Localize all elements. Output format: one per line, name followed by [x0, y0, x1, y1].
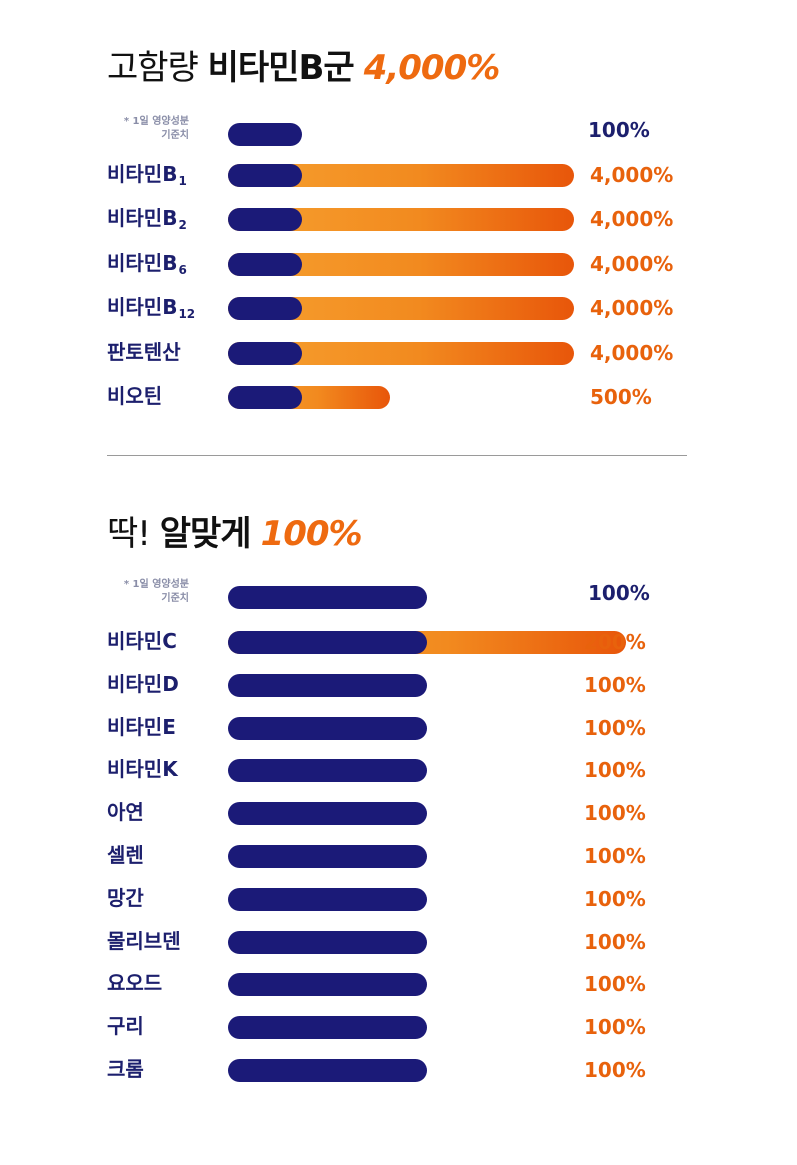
- title-b-main: 비타민B군: [207, 48, 355, 88]
- nutrient-name: 비타민B: [107, 250, 178, 275]
- nutrient-value: 4,000%: [590, 163, 674, 187]
- reference-note-line: * 1일 영양성분: [123, 116, 189, 127]
- excess-bar: [228, 297, 574, 321]
- nutrient-label: 망간: [107, 886, 144, 910]
- nutrient-value: 100%: [584, 672, 646, 697]
- nutrient-value: 500%: [590, 385, 652, 409]
- nutrient-name: 비타민B: [107, 206, 178, 231]
- base-bar: [228, 341, 302, 365]
- section-divider: [107, 455, 687, 456]
- nutrient-label: 비타민K: [107, 757, 178, 781]
- nutrient-value: 4,000%: [590, 207, 674, 232]
- nutrient-label: 판토텐산: [107, 340, 181, 364]
- base-bar: [228, 973, 427, 997]
- reference-value: 100%: [588, 118, 650, 142]
- nutrient-subscript: 6: [178, 262, 187, 277]
- nutrient-label: 아연: [107, 800, 144, 824]
- nutrient-name: 비타민K: [107, 757, 178, 782]
- nutrient-name: 판토텐산: [107, 339, 181, 364]
- title-balanced: 딱! 알맞게 100%: [107, 506, 363, 555]
- nutrient-label: 비타민E: [107, 715, 176, 739]
- nutrient-subscript: 2: [178, 218, 187, 233]
- base-bar: [228, 887, 427, 911]
- nutrient-subscript: 12: [178, 307, 196, 322]
- nutrient-value: 100%: [584, 715, 646, 740]
- nutrient-label: 요오드: [107, 971, 162, 995]
- reference-note-line: 기준치: [161, 130, 189, 141]
- nutrient-label: 셀렌: [107, 843, 144, 867]
- title-b-accent: 4,000%: [363, 48, 501, 88]
- nutrient-name: 비타민E: [107, 714, 176, 739]
- base-bar: [228, 252, 302, 276]
- nutrient-value: 200%: [584, 630, 646, 654]
- excess-bar: [228, 208, 574, 232]
- nutrient-label: 비타민B6: [107, 251, 187, 282]
- nutrient-value: 100%: [584, 929, 646, 954]
- reference-note-line: 기준치: [161, 593, 189, 604]
- nutrient-name: 망간: [107, 885, 144, 910]
- nutrient-name: 비오틴: [107, 384, 163, 408]
- nutrient-label: 비타민B2: [107, 206, 187, 237]
- nutrient-subscript: 1: [178, 174, 187, 188]
- nutrient-name: 비타민B: [107, 162, 178, 186]
- base-bar: [228, 1059, 427, 1082]
- title-m-accent: 100%: [260, 514, 363, 554]
- title-b-prefix: 고함량: [107, 48, 199, 88]
- nutrient-name: 셀렌: [107, 843, 144, 867]
- nutrient-value: 100%: [584, 1015, 646, 1040]
- base-bar: [228, 297, 302, 321]
- nutrient-label: 비타민B12: [107, 295, 195, 326]
- nutrient-label: 비타민D: [107, 672, 179, 696]
- nutrient-label: 비타민B1: [107, 162, 187, 193]
- base-bar: [228, 845, 427, 868]
- nutrient-value: 4,000%: [590, 251, 674, 276]
- base-bar: [228, 208, 302, 232]
- base-bar: [228, 759, 427, 783]
- base-bar: [228, 930, 427, 954]
- title-m-main: 알맞게: [159, 514, 252, 554]
- nutrient-value: 100%: [584, 801, 646, 826]
- nutrient-name: 비타민B: [107, 295, 178, 320]
- base-bar: [228, 673, 427, 697]
- nutrient-name: 크롬: [107, 1057, 144, 1081]
- nutrient-label: 구리: [107, 1014, 144, 1038]
- title-m-prefix: 딱!: [107, 514, 151, 554]
- excess-bar: [228, 341, 574, 365]
- nutrient-label: 몰리브덴: [107, 929, 181, 953]
- nutrient-name: 아연: [107, 800, 144, 825]
- nutrient-value: 100%: [584, 758, 646, 783]
- base-bar: [228, 164, 302, 187]
- nutrient-label: 크롬: [107, 1057, 144, 1081]
- title-vitamin-b: 고함량 비타민B군 4,000%: [107, 40, 501, 89]
- nutrient-name: 비타민C: [107, 629, 177, 653]
- nutrient-name: 몰리브덴: [107, 928, 181, 953]
- nutrient-value: 4,000%: [590, 340, 674, 365]
- excess-bar: [228, 164, 574, 187]
- nutrient-label: 비타민C: [107, 629, 177, 653]
- reference-note-line: * 1일 영양성분: [123, 579, 189, 590]
- nutrient-name: 비타민D: [107, 671, 179, 696]
- nutrient-name: 요오드: [107, 971, 163, 996]
- base-bar: [228, 1016, 427, 1040]
- nutrient-value: 100%: [584, 1058, 646, 1082]
- excess-bar: [228, 252, 574, 276]
- nutrient-label: 비오틴: [107, 384, 162, 408]
- nutrient-name: 구리: [107, 1014, 144, 1039]
- base-bar: [228, 386, 302, 409]
- reference-bar: [228, 123, 302, 146]
- nutrient-value: 100%: [584, 844, 646, 868]
- base-bar: [228, 631, 427, 654]
- reference-value: 100%: [588, 581, 650, 605]
- nutrient-value: 100%: [584, 972, 646, 997]
- reference-bar: [228, 586, 427, 609]
- nutrient-value: 4,000%: [590, 296, 674, 321]
- nutrient-value: 100%: [584, 886, 646, 911]
- base-bar: [228, 716, 427, 740]
- base-bar: [228, 802, 427, 826]
